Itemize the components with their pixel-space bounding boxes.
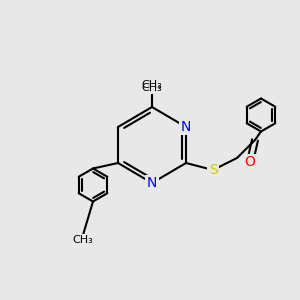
Text: S: S <box>208 163 217 177</box>
Text: O: O <box>244 155 255 169</box>
Text: N: N <box>147 176 157 190</box>
Text: CH₃: CH₃ <box>73 235 93 245</box>
Text: CH₃: CH₃ <box>142 83 162 93</box>
Text: CH₃: CH₃ <box>142 80 162 90</box>
Text: N: N <box>181 120 191 134</box>
